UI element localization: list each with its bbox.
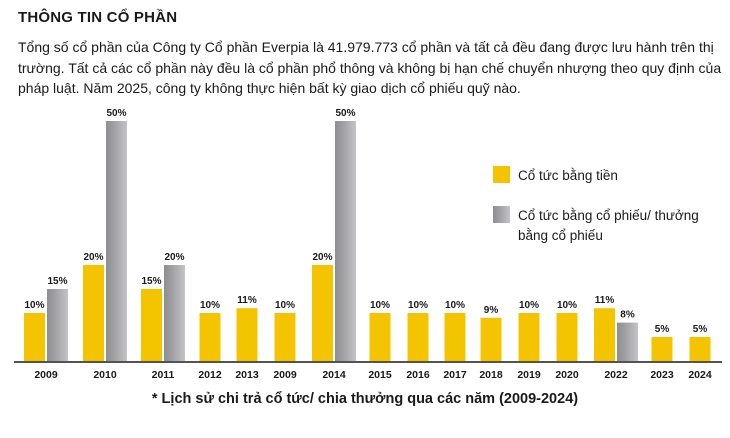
- bar-cash-2022: [594, 308, 615, 361]
- bar-cash-2010: [83, 265, 104, 361]
- bar-cash-2013: [236, 308, 258, 361]
- legend-swatch-1: [493, 166, 510, 183]
- x-tick-2016: 2016: [406, 369, 430, 381]
- bar-cash-2018: [480, 317, 502, 361]
- bar-cash-2023: [651, 337, 673, 361]
- x-tick-2013: 2013: [235, 369, 259, 381]
- x-tick-2012: 2012: [198, 369, 222, 381]
- bar-cash-2011: [141, 289, 162, 361]
- bar-stock-2009: [47, 289, 68, 361]
- bar-stock-2014: [335, 121, 356, 361]
- label-cash-2022: 11%: [595, 295, 615, 306]
- bar-cash-2024: [689, 337, 711, 361]
- bar-stock-2022: [617, 322, 638, 361]
- bar-cash-2009: [24, 313, 45, 361]
- bar-cash-2019: [518, 313, 540, 361]
- label-cash-2020: 10%: [557, 300, 577, 311]
- x-tick-2020: 2020: [555, 369, 579, 381]
- legend-label-2-line-1: Cổ tức bằng cổ phiếu/ thưởng: [518, 208, 699, 223]
- label-stock-2009: 15%: [47, 276, 67, 287]
- label-cash-2012: 10%: [200, 300, 220, 311]
- label-cash-2017: 10%: [445, 300, 465, 311]
- bar-cash-2016: [407, 313, 429, 361]
- bar-cash-2017: [444, 313, 466, 361]
- label-cash-2009: 10%: [24, 300, 44, 311]
- label-stock-2010: 50%: [106, 108, 126, 119]
- x-tick-2009: 2009: [273, 369, 297, 381]
- bar-stock-2010: [106, 121, 127, 361]
- label-cash-2015: 10%: [370, 300, 390, 311]
- bar-cash-2015: [369, 313, 391, 361]
- bar-stock-2011: [164, 265, 185, 361]
- bar-cash-2012: [199, 313, 221, 361]
- label-cash-2013: 11%: [237, 295, 257, 306]
- x-tick-2024: 2024: [688, 369, 712, 381]
- x-tick-2009: 2009: [34, 369, 58, 381]
- bar-cash-2009: [274, 313, 296, 361]
- x-tick-2011: 2011: [152, 369, 175, 381]
- x-tick-2010: 2010: [93, 369, 117, 381]
- legend-label-2-line-2: bằng cổ phiếu: [518, 228, 603, 243]
- label-stock-2014: 50%: [335, 108, 355, 119]
- label-cash-2024: 5%: [693, 324, 708, 335]
- x-tick-2019: 2019: [517, 369, 541, 381]
- label-cash-2016: 10%: [408, 300, 428, 311]
- bar-cash-2020: [556, 313, 578, 361]
- legend-label-1-line-1: Cổ tức bằng tiền: [518, 168, 618, 183]
- x-tick-2015: 2015: [368, 369, 392, 381]
- label-cash-2009: 10%: [275, 300, 295, 311]
- label-cash-2014: 20%: [312, 252, 332, 263]
- x-tick-2014: 2014: [322, 369, 346, 381]
- x-tick-2022: 2022: [604, 369, 628, 381]
- label-cash-2018: 9%: [484, 305, 499, 316]
- label-cash-2019: 10%: [519, 300, 539, 311]
- x-tick-2018: 2018: [479, 369, 503, 381]
- label-cash-2010: 20%: [83, 252, 103, 263]
- chart-caption: * Lịch sử chi trả cổ tức/ chia thưởng qu…: [151, 391, 579, 407]
- label-stock-2011: 20%: [164, 252, 184, 263]
- bar-cash-2014: [312, 265, 333, 361]
- section-title: THÔNG TIN CỔ PHẦN: [18, 9, 178, 26]
- x-tick-2023: 2023: [650, 369, 674, 381]
- label-stock-2022: 8%: [620, 310, 635, 321]
- label-cash-2011: 15%: [141, 276, 161, 287]
- x-tick-2017: 2017: [443, 369, 467, 381]
- label-cash-2023: 5%: [655, 324, 670, 335]
- legend-swatch-2: [493, 206, 510, 223]
- intro-paragraph: Tổng số cổ phần của Công ty Cổ phần Ever…: [18, 39, 722, 96]
